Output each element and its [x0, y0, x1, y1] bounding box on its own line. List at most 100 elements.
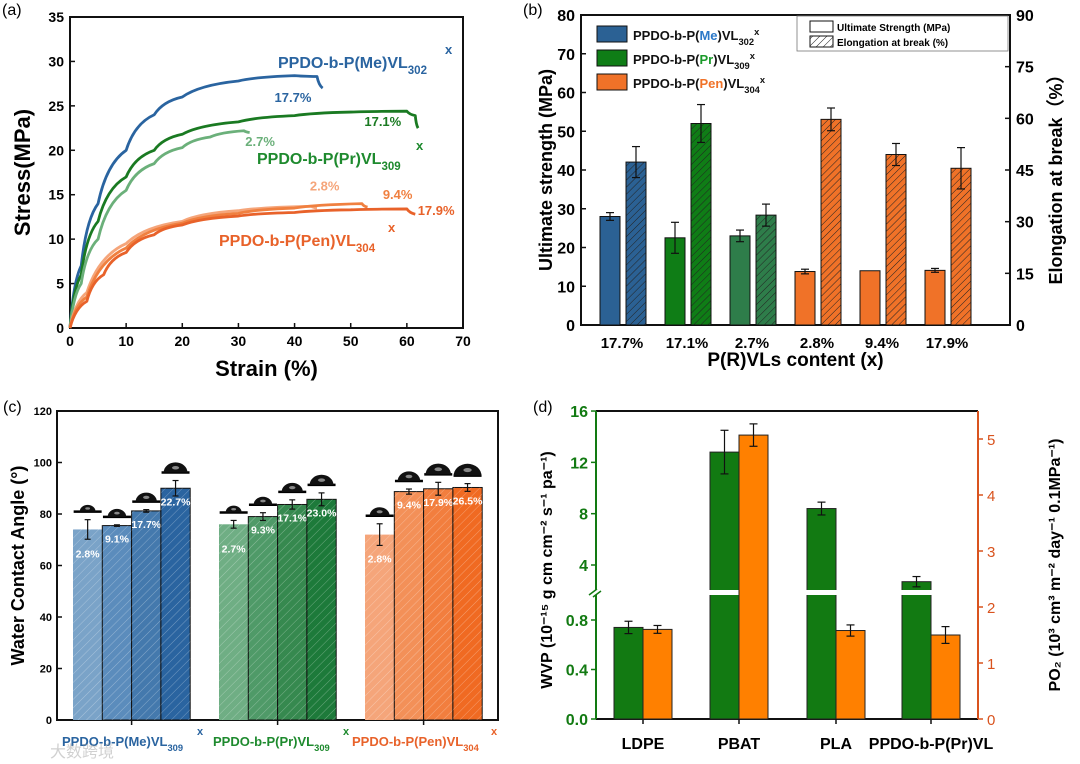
bar-elongation-hatch [690, 123, 712, 326]
group-label-part: PPDO-b-P(Pen)VL [352, 734, 463, 749]
bar-break-gap [708, 590, 740, 595]
x-tick-label: 60 [399, 333, 415, 349]
bar-value-label: 9.1% [105, 534, 130, 546]
y-tick-label: 40 [40, 612, 52, 624]
y-right-tick-label: 3 [987, 544, 995, 561]
group-label-part: 309 [167, 743, 183, 753]
y-right-tick-label: 60 [1016, 111, 1034, 128]
droplet-highlight [171, 465, 180, 470]
droplet-highlight [85, 507, 91, 510]
y-right-tick-label: 1 [987, 656, 995, 673]
water-droplet-icon [161, 462, 190, 474]
series-end-label: 17.1% [364, 114, 401, 129]
y-tick-label: 100 [34, 458, 52, 470]
panel-a-stress-strain: (a) 0 10 20 30 40 50 60 70 0 5 10 15 20 25 30 35 Strain (… [2, 2, 471, 381]
bar-wvp [901, 581, 932, 720]
x-tick-label: 17.9% [926, 335, 969, 352]
x-tick-label: 40 [287, 333, 303, 349]
bar-elongation-hatch [820, 118, 842, 326]
y-tick-label: 30 [557, 202, 575, 219]
y-tick-label: 4 [579, 558, 588, 575]
y-tick-label: 80 [40, 509, 52, 521]
group-label: PPDO-b-P(Me)VL309 [62, 734, 183, 753]
bar-value-label: 2.8% [76, 548, 101, 560]
y-tick-label: 50 [557, 124, 575, 141]
x-tick-label: 10 [118, 333, 134, 349]
group-label-part: PPDO-b-P(Pen)VL [219, 233, 356, 250]
y-tick-label: 0.0 [566, 712, 588, 729]
y-right-tick-label: 0 [987, 712, 995, 729]
y-axis-label: Stress(MPa) [10, 109, 35, 236]
bar-elongation-hatch [885, 154, 907, 326]
y-right-tick-label: 2 [987, 600, 995, 617]
y-tick-label: 0.4 [566, 663, 588, 680]
y-tick-label: 120 [34, 406, 52, 418]
bar-break-gap [805, 590, 837, 595]
x-tick-label: 50 [343, 333, 359, 349]
bar-wvp [806, 508, 837, 720]
axis-break-gap [590, 590, 602, 595]
legend-swatch-hatched [809, 35, 834, 48]
group-label-part: 304 [463, 743, 479, 753]
y-tick-label: 10 [48, 231, 64, 247]
bar-elongation-hatch [950, 167, 972, 326]
bar-hatch [131, 510, 161, 720]
legend-label-part: PPDO-b-P( [633, 28, 700, 43]
group-label-part: PPDO-b-P(Pr)VL [257, 151, 382, 168]
legend-label-part: PPDO-b-P( [633, 76, 700, 91]
group-label-part: PPDO-b-P(Me)VL [62, 734, 168, 749]
x-tick-label: 2.8% [800, 335, 834, 352]
legend-label: Elongation at break (%) [837, 38, 948, 49]
y-axis-label: Water Contact Angle (°) [8, 466, 28, 666]
bar-ultimate-strength [729, 235, 751, 326]
bar-value-label: 23.0% [307, 507, 337, 519]
bar-value-label: 26.5% [453, 495, 483, 507]
y-right-tick-label: 30 [1016, 215, 1034, 232]
panel-label: (c) [3, 399, 22, 416]
droplet-highlight [231, 508, 237, 511]
y-tick-label: 35 [48, 9, 64, 25]
water-droplet-icon [278, 482, 307, 494]
droplet-highlight [405, 474, 413, 479]
x-tick-label: 30 [231, 333, 247, 349]
y-tick-label: 40 [557, 163, 575, 180]
y-tick-label: 20 [48, 142, 64, 158]
series-line-17.1% [68, 109, 420, 329]
y-tick-label: 15 [48, 187, 64, 203]
plot-frame [69, 16, 464, 329]
y-axis-label: Ultimate strength (MPa) [536, 69, 556, 271]
bar-value-label: 9.4% [397, 500, 422, 512]
series-line-9.4% [68, 202, 368, 329]
y-tick-label: 0 [566, 318, 575, 335]
y-tick-label: 5 [56, 276, 64, 292]
x-tick-label: 20 [174, 333, 190, 349]
axis-break-icon [588, 588, 602, 598]
x-tick-label: 17.7% [601, 335, 644, 352]
legend-label-part: x [750, 51, 756, 61]
water-droplet-icon [73, 504, 102, 513]
droplet-highlight [317, 478, 326, 482]
x-tick-label: 70 [455, 333, 471, 349]
bar-hatch [277, 504, 307, 720]
y-tick-label: 20 [40, 664, 52, 676]
bar-value-label: 2.8% [368, 554, 393, 566]
bar-hatch [365, 534, 395, 720]
panel-c-water-contact-angle: (c) 0 20 40 60 80 100 120 Water Contact Angle (°… [3, 399, 499, 753]
bar-wvp [613, 626, 644, 720]
panel-b-strength-elongation: (b) 0 10 20 30 40 50 60 70 80 0 15 30 45 60 75 90 Ultimat… [523, 2, 1066, 371]
group-label-part: PPDO-b-P(Me)VL [278, 55, 408, 72]
y-tick-label: 60 [557, 86, 575, 103]
legend-label-part: )VL [723, 76, 744, 91]
y-tick-label: 80 [557, 8, 575, 25]
legend-label: PPDO-b-P(Me)VL302x [633, 27, 760, 47]
legend-label-part: )VL [713, 52, 734, 67]
droplet-highlight [143, 495, 150, 499]
bar-hatch [306, 499, 337, 720]
y-right-tick-label: 75 [1016, 60, 1034, 77]
bar-value-label: 9.3% [251, 525, 276, 537]
bar-po2 [930, 634, 961, 720]
droplet-highlight [260, 499, 266, 503]
y-tick-label: 60 [40, 561, 52, 573]
bar-hatch [423, 488, 453, 720]
